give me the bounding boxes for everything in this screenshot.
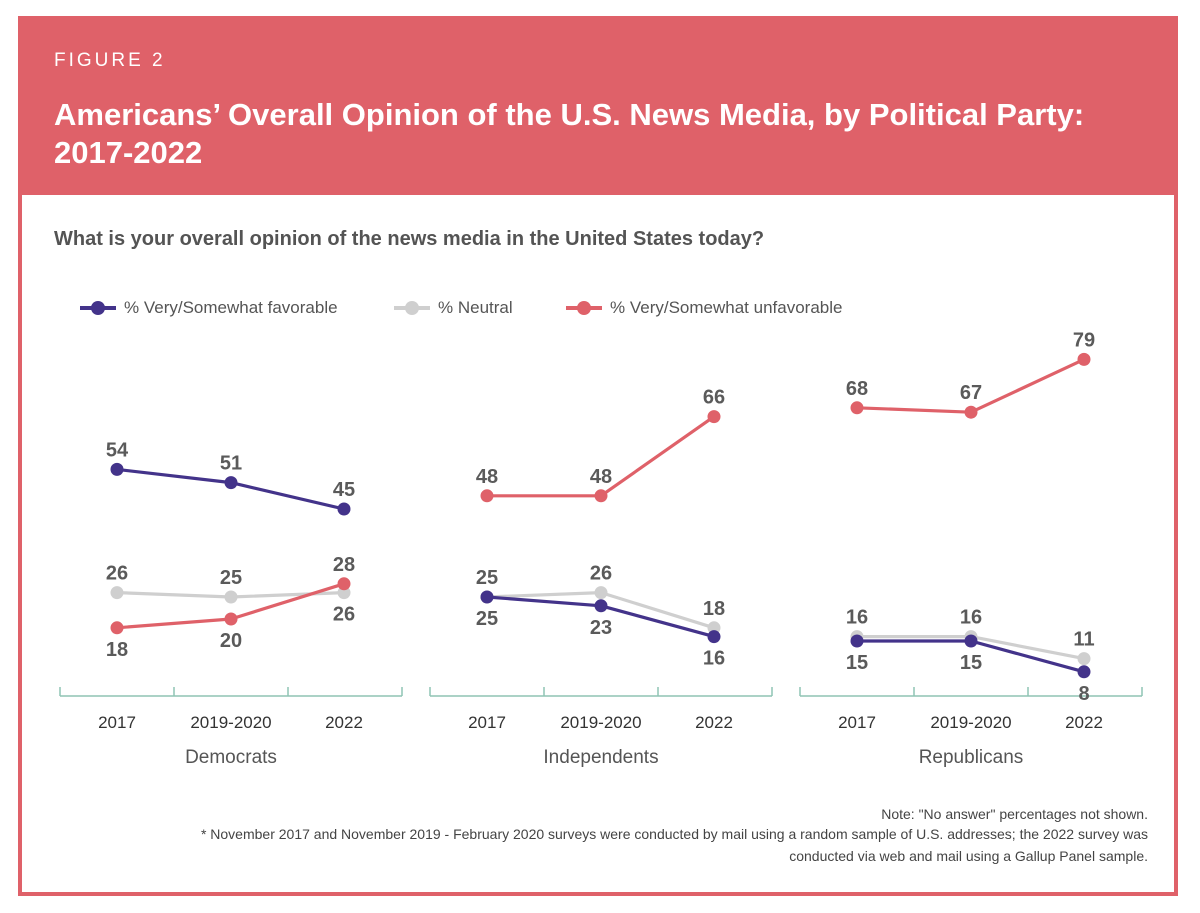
republicans-very-somewhat-favorable-point-2022	[1077, 665, 1091, 679]
republicans-very-somewhat-favorable-label-2019-2020: 15	[960, 652, 982, 674]
republicans-very-somewhat-unfavorable-label-2017: 68	[846, 378, 868, 400]
democrats-neutral-point-2019-2020	[224, 590, 238, 604]
democrats-very-somewhat-unfavorable-point-2019-2020	[224, 612, 238, 626]
democrats-very-somewhat-favorable-label-2019-2020: 51	[220, 453, 242, 475]
republicans-very-somewhat-favorable-point-2017	[850, 634, 864, 648]
republicans-panel-label: Republicans	[919, 747, 1024, 768]
independents-tick-label-2017: 2017	[468, 713, 506, 732]
independents-neutral-label-2017: 25	[476, 608, 498, 630]
democrats-very-somewhat-favorable-point-2022	[337, 502, 351, 516]
democrats-very-somewhat-favorable-point-2019-2020	[224, 476, 238, 490]
independents-very-somewhat-unfavorable-point-2017	[480, 489, 494, 503]
figure-label: FIGURE 2	[54, 50, 166, 71]
republicans-tick-label-2019-2020: 2019-2020	[930, 713, 1011, 732]
independents-very-somewhat-unfavorable-point-2019-2020	[594, 489, 608, 503]
democrats-very-somewhat-favorable-point-2017	[110, 462, 124, 476]
chart-title: Americans’ Overall Opinion of the U.S. N…	[54, 97, 1085, 170]
legend-swatch-favorable	[80, 296, 116, 320]
independents-tick-label-2022: 2022	[695, 713, 733, 732]
independents-very-somewhat-unfavorable-point-2022	[707, 410, 721, 424]
democrats-very-somewhat-unfavorable-label-2022: 28	[333, 554, 355, 576]
republicans-very-somewhat-favorable-point-2019-2020	[964, 634, 978, 648]
democrats-very-somewhat-unfavorable-label-2017: 18	[106, 639, 128, 661]
democrats-neutral-label-2019-2020: 25	[220, 567, 242, 589]
legend-label-neutral: % Neutral	[438, 298, 513, 317]
democrats-very-somewhat-favorable-line	[116, 467, 345, 511]
independents-very-somewhat-favorable-point-2019-2020	[594, 599, 608, 613]
independents-neutral-label-2022: 18	[703, 598, 725, 620]
democrats-tick-label-2017: 2017	[98, 713, 136, 732]
republicans-very-somewhat-unfavorable-label-2019-2020: 67	[960, 382, 982, 404]
republicans-very-somewhat-favorable-label-2017: 15	[846, 652, 868, 674]
legend-swatch-unfavorable	[566, 296, 602, 320]
democrats-panel-label: Democrats	[185, 747, 277, 768]
legend-label-favorable: % Very/Somewhat favorable	[124, 298, 338, 317]
independents-very-somewhat-favorable-point-2017	[480, 590, 494, 604]
independents-neutral-label-2019-2020: 26	[590, 563, 612, 585]
independents-neutral-point-2019-2020	[594, 586, 608, 600]
democrats-tick-label-2022: 2022	[325, 713, 363, 732]
democrats-very-somewhat-unfavorable-point-2022	[337, 577, 351, 591]
republicans-very-somewhat-unfavorable-point-2022	[1077, 352, 1091, 366]
republicans-neutral-point-2022	[1077, 652, 1091, 666]
legend-swatch-neutral	[394, 296, 430, 320]
republicans-very-somewhat-unfavorable-label-2022: 79	[1073, 329, 1095, 351]
independents-very-somewhat-favorable-label-2017: 25	[476, 567, 498, 589]
independents-panel-label: Independents	[543, 747, 658, 768]
independents-very-somewhat-favorable-point-2022	[707, 630, 721, 644]
independents-very-somewhat-unfavorable-label-2017: 48	[476, 466, 498, 488]
republicans-tick-label-2022: 2022	[1065, 713, 1103, 732]
note-methodology-cont: conducted via web and mail using a Gallu…	[789, 848, 1148, 864]
republicans-neutral-label-2017: 16	[846, 607, 868, 629]
survey-question: What is your overall opinion of the news…	[54, 228, 765, 250]
republicans-very-somewhat-favorable-label-2022: 8	[1078, 683, 1089, 705]
republicans-neutral-label-2022: 11	[1073, 629, 1094, 651]
legend-item-neutral: % Neutral	[394, 296, 513, 320]
independents-very-somewhat-unfavorable-label-2022: 66	[703, 387, 725, 409]
independents-very-somewhat-favorable-label-2019-2020: 23	[590, 617, 612, 639]
note-methodology: * November 2017 and November 2019 - Febr…	[200, 826, 1148, 842]
democrats-very-somewhat-favorable-label-2017: 54	[106, 439, 129, 461]
democrats-tick-label-2019-2020: 2019-2020	[190, 713, 271, 732]
democrats-very-somewhat-unfavorable-point-2017	[110, 621, 124, 635]
independents-tick-label-2019-2020: 2019-2020	[560, 713, 641, 732]
democrats-very-somewhat-favorable-label-2022: 45	[333, 479, 355, 501]
independents-very-somewhat-unfavorable-label-2019-2020: 48	[590, 466, 612, 488]
democrats-neutral-point-2017	[110, 586, 124, 600]
republicans-tick-label-2017: 2017	[838, 713, 876, 732]
republicans-very-somewhat-unfavorable-point-2017	[850, 401, 864, 415]
democrats-neutral-label-2022: 26	[333, 604, 355, 626]
independents-very-somewhat-favorable-label-2022: 16	[703, 648, 725, 670]
note-no-answer: Note: "No answer" percentages not shown.	[881, 806, 1148, 822]
legend-item-unfavorable: % Very/Somewhat unfavorable	[566, 296, 842, 320]
legend-item-favorable: % Very/Somewhat favorable	[80, 296, 338, 320]
democrats-very-somewhat-unfavorable-label-2019-2020: 20	[220, 630, 242, 652]
democrats-neutral-label-2017: 26	[106, 563, 128, 585]
figure-header	[18, 16, 1178, 195]
legend-label-unfavorable: % Very/Somewhat unfavorable	[610, 298, 843, 317]
republicans-very-somewhat-unfavorable-point-2019-2020	[964, 405, 978, 419]
republicans-neutral-label-2019-2020: 16	[960, 607, 982, 629]
